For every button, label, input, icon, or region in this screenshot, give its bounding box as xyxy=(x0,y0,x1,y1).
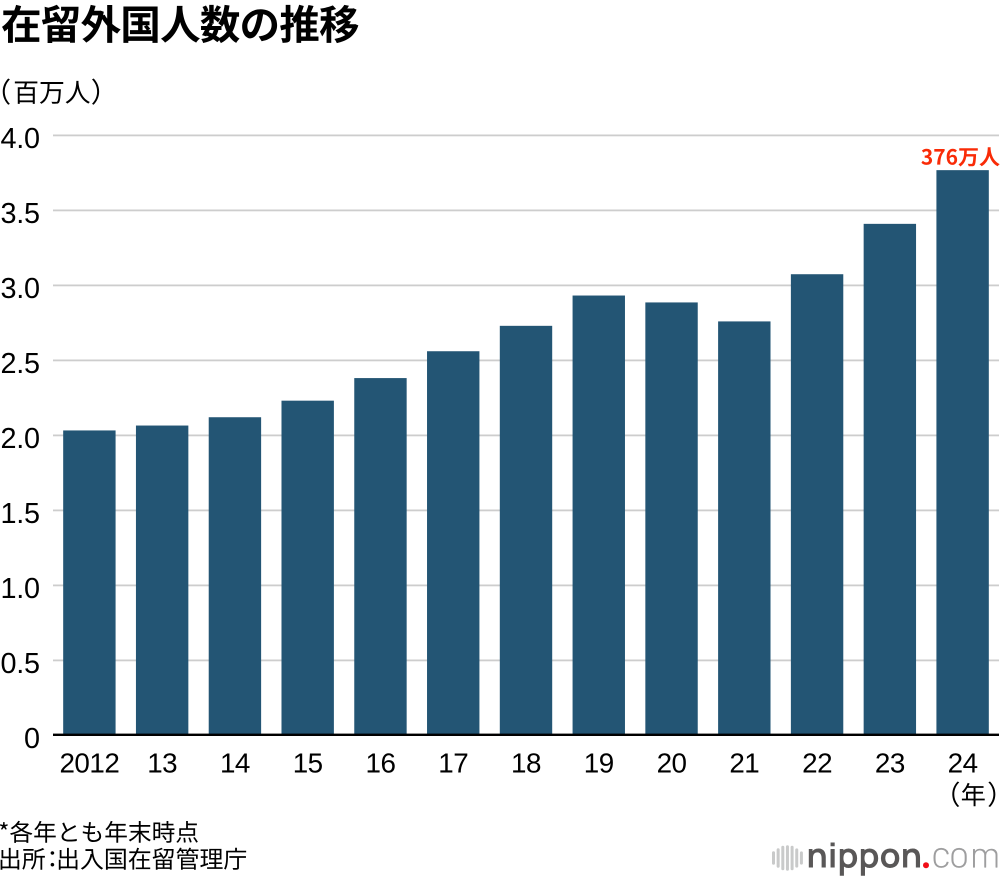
svg-text:21: 21 xyxy=(729,748,759,779)
svg-text:4.0: 4.0 xyxy=(1,123,40,155)
svg-text:14: 14 xyxy=(220,748,250,779)
svg-text:19: 19 xyxy=(584,748,614,779)
svg-text:18: 18 xyxy=(511,748,541,779)
svg-text:2.0: 2.0 xyxy=(1,423,40,455)
svg-text:2.5: 2.5 xyxy=(1,348,40,380)
svg-text:1.0: 1.0 xyxy=(1,573,40,605)
svg-text:16: 16 xyxy=(365,748,395,779)
svg-text:13: 13 xyxy=(147,748,177,779)
svg-text:0: 0 xyxy=(24,723,40,755)
svg-text:23: 23 xyxy=(875,748,905,779)
svg-text:0.5: 0.5 xyxy=(1,648,40,680)
svg-text:15: 15 xyxy=(293,748,323,779)
svg-text:17: 17 xyxy=(438,748,468,779)
svg-text:20: 20 xyxy=(657,748,687,779)
svg-text:1.5: 1.5 xyxy=(1,498,40,530)
svg-text:3.5: 3.5 xyxy=(1,198,40,230)
svg-text:2012: 2012 xyxy=(59,748,119,779)
svg-text:24: 24 xyxy=(948,748,978,779)
svg-text:3.0: 3.0 xyxy=(1,273,40,305)
svg-text:22: 22 xyxy=(802,748,832,779)
